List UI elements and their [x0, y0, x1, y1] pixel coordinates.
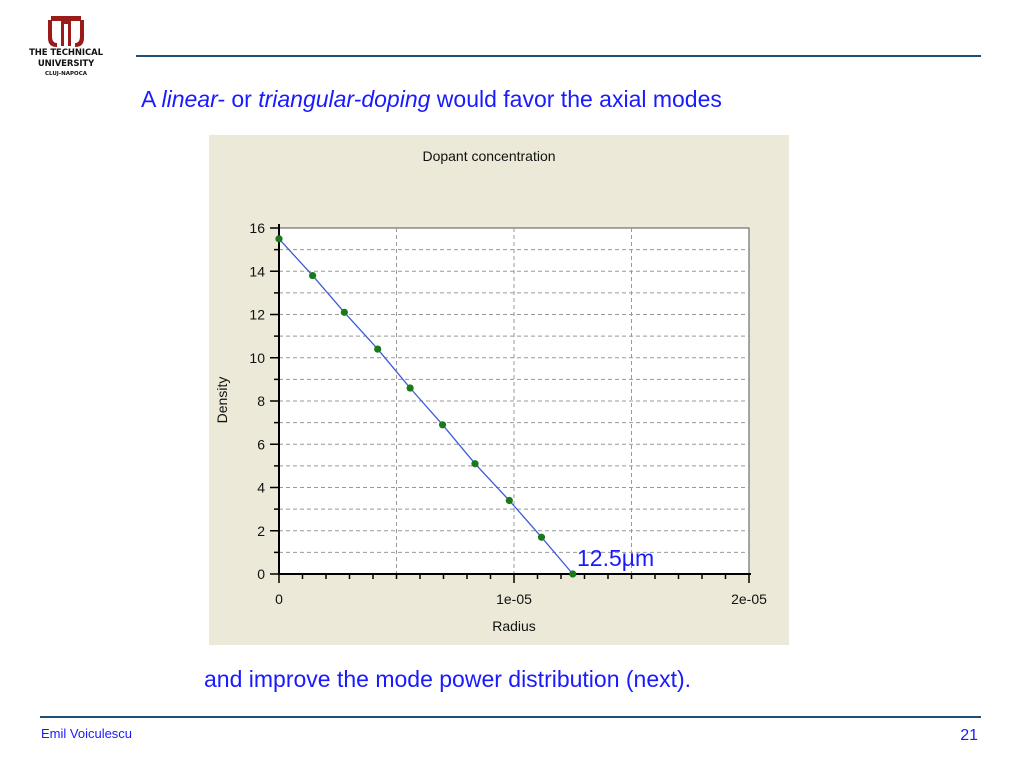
data-point — [374, 345, 382, 353]
chart-panel: 0 2 4 6 8 10 12 14 16 0 1e-05 2e-05 Dopant concentra… — [209, 135, 789, 645]
data-point — [537, 533, 546, 541]
logo-text-line3: CLUJ-NAPOCA — [45, 71, 87, 77]
title-part2: or — [224, 86, 259, 112]
slide-title: A linear- or triangular-doping would fav… — [141, 86, 722, 113]
university-logo: THE TECHNICAL UNIVERSITY CLUJ-NAPOCA — [14, 14, 118, 79]
x-tick-label: 1e-05 — [496, 591, 532, 607]
y-tick-label: 12 — [249, 307, 265, 323]
title-emphasis-triangular: triangular-doping — [258, 86, 431, 112]
data-point — [471, 460, 479, 468]
title-part1: A — [141, 86, 162, 112]
x-tick-label: 2e-05 — [731, 591, 767, 607]
data-point — [505, 496, 513, 505]
data-point — [406, 384, 414, 392]
radius-annotation: 12.5µm — [577, 545, 655, 571]
x-axis-title: Radius — [492, 618, 536, 634]
y-tick-label: 2 — [257, 523, 265, 539]
title-part3: would favor the axial modes — [430, 86, 722, 112]
y-tick-label: 8 — [257, 393, 265, 409]
title-emphasis-linear: linear- — [161, 86, 225, 112]
footer-author: Emil Voiculescu — [41, 726, 133, 741]
y-tick-label: 6 — [257, 436, 265, 452]
header-rule — [136, 55, 981, 57]
data-point — [340, 308, 348, 316]
logo-text-line2: UNIVERSITY — [37, 59, 95, 69]
footer-rule — [40, 716, 981, 718]
y-tick-label: 0 — [257, 566, 265, 582]
series-line — [278, 238, 574, 575]
data-point — [275, 235, 283, 243]
x-tick-label: 0 — [275, 591, 283, 607]
data-point — [309, 271, 317, 280]
data-point — [438, 421, 447, 429]
y-tick-label: 4 — [257, 480, 265, 496]
y-tick-label: 10 — [249, 350, 265, 366]
dopant-chart: 0 2 4 6 8 10 12 14 16 0 1e-05 2e-05 Dopant concentra… — [214, 148, 767, 634]
logo-text-line1: THE TECHNICAL — [29, 48, 103, 58]
y-tick-label: 16 — [249, 220, 265, 236]
y-axis-title: Density — [214, 377, 230, 424]
page-number: 21 — [960, 727, 978, 744]
slide-subtext: and improve the mode power distribution … — [204, 666, 692, 692]
university-crest-icon — [48, 16, 84, 47]
y-tick-label: 14 — [249, 263, 265, 279]
data-point — [569, 570, 577, 578]
chart-title: Dopant concentration — [422, 148, 555, 164]
